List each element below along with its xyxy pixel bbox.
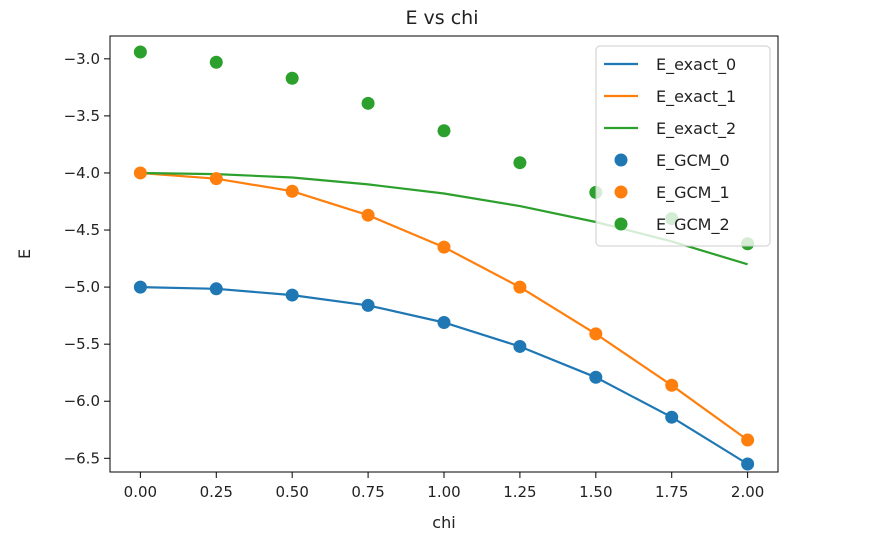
point-e-gcm-2 xyxy=(361,96,375,110)
x-axis: 0.00 0.25 0.50 0.75 1.00 1.25 1.50 1.75 2.00 xyxy=(124,472,764,501)
y-tick-label: −4.0 xyxy=(64,164,100,182)
point-e-gcm-2 xyxy=(513,156,527,170)
chart-title: E vs chi xyxy=(406,7,479,29)
point-e-gcm-0 xyxy=(361,298,375,312)
point-e-gcm-1 xyxy=(437,240,451,254)
legend-label-e-gcm-0: E_GCM_0 xyxy=(656,151,730,171)
y-tick-label: −4.5 xyxy=(64,221,100,239)
x-tick-label: 0.75 xyxy=(351,483,384,501)
point-e-gcm-0 xyxy=(437,315,451,329)
plot-marks xyxy=(133,45,755,471)
point-e-gcm-0 xyxy=(741,457,755,471)
x-axis-label: chi xyxy=(432,513,455,532)
point-e-gcm-0 xyxy=(133,280,147,294)
x-tick-label: 1.75 xyxy=(655,483,688,501)
point-e-gcm-2 xyxy=(285,71,299,85)
point-e-gcm-1 xyxy=(361,208,375,222)
x-tick-label: 2.00 xyxy=(731,483,764,501)
legend-label-e-gcm-1: E_GCM_1 xyxy=(656,183,730,203)
point-e-gcm-1 xyxy=(513,280,527,294)
legend-swatch-e-gcm-1 xyxy=(614,185,628,199)
y-tick-label: −3.0 xyxy=(64,50,100,68)
legend-box xyxy=(595,45,771,247)
y-tick-label: −6.0 xyxy=(64,392,100,410)
point-e-gcm-1 xyxy=(589,327,603,341)
x-tick-label: 0.25 xyxy=(200,483,233,501)
legend-swatch-e-gcm-0 xyxy=(614,153,628,167)
point-e-gcm-1 xyxy=(741,433,755,447)
legend: E_exact_0 E_exact_1 E_exact_2 E_GCM_0 E_GCM_… xyxy=(595,45,771,247)
y-axis: −3.0 −3.5 −4.0 −4.5 −5.0 −5.5 −6.0 −6.5 xyxy=(64,50,110,467)
point-e-gcm-1 xyxy=(133,166,147,180)
y-tick-label: −5.0 xyxy=(64,278,100,296)
x-tick-label: 0.50 xyxy=(275,483,308,501)
y-tick-label: −5.5 xyxy=(64,335,100,353)
point-e-gcm-2 xyxy=(133,45,147,59)
legend-swatch-e-gcm-2 xyxy=(614,217,628,231)
x-tick-label: 1.25 xyxy=(503,483,536,501)
point-e-gcm-2 xyxy=(209,55,223,69)
point-e-gcm-0 xyxy=(589,370,603,384)
point-e-gcm-0 xyxy=(285,288,299,302)
y-tick-label: −6.5 xyxy=(64,449,100,467)
point-e-gcm-1 xyxy=(209,172,223,186)
point-e-gcm-0 xyxy=(209,282,223,296)
legend-label-e-gcm-2: E_GCM_2 xyxy=(656,215,730,235)
y-axis-label: E xyxy=(15,249,34,259)
point-e-gcm-1 xyxy=(665,378,679,392)
x-tick-label: 1.00 xyxy=(427,483,460,501)
x-tick-label: 0.00 xyxy=(124,483,157,501)
legend-label-e-exact-2: E_exact_2 xyxy=(656,119,736,139)
point-e-gcm-0 xyxy=(513,339,527,353)
x-tick-label: 1.50 xyxy=(579,483,612,501)
legend-label-e-exact-0: E_exact_0 xyxy=(656,55,736,75)
point-e-gcm-1 xyxy=(285,184,299,198)
point-e-gcm-2 xyxy=(437,124,451,138)
legend-label-e-exact-1: E_exact_1 xyxy=(656,87,736,107)
y-tick-label: −3.5 xyxy=(64,107,100,125)
point-e-gcm-0 xyxy=(665,410,679,424)
